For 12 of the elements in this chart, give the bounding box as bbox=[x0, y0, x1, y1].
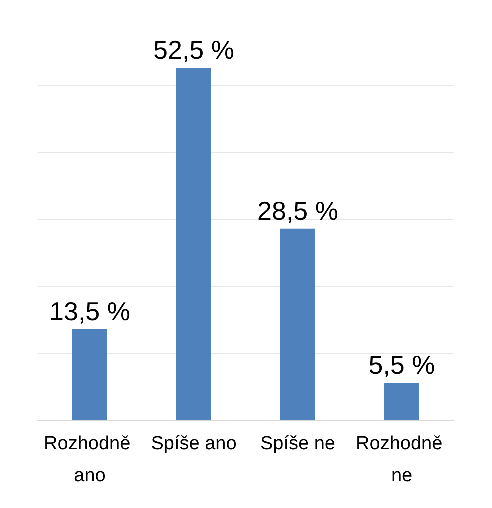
data-label: 52,5 % bbox=[154, 35, 234, 65]
bar bbox=[72, 329, 108, 420]
data-label: 28,5 % bbox=[258, 196, 338, 226]
bar bbox=[280, 228, 316, 420]
data-label: 13,5 % bbox=[50, 296, 130, 326]
x-tick-label: Rozhodně ano bbox=[44, 434, 136, 486]
x-tick-label: Rozhodně ne bbox=[356, 434, 448, 486]
x-tick-label: Spíše ne bbox=[260, 434, 336, 454]
data-label: 5,5 % bbox=[368, 350, 436, 380]
bar bbox=[384, 383, 420, 420]
bar bbox=[176, 68, 212, 420]
x-tick-label: Spíše ano bbox=[151, 434, 237, 454]
